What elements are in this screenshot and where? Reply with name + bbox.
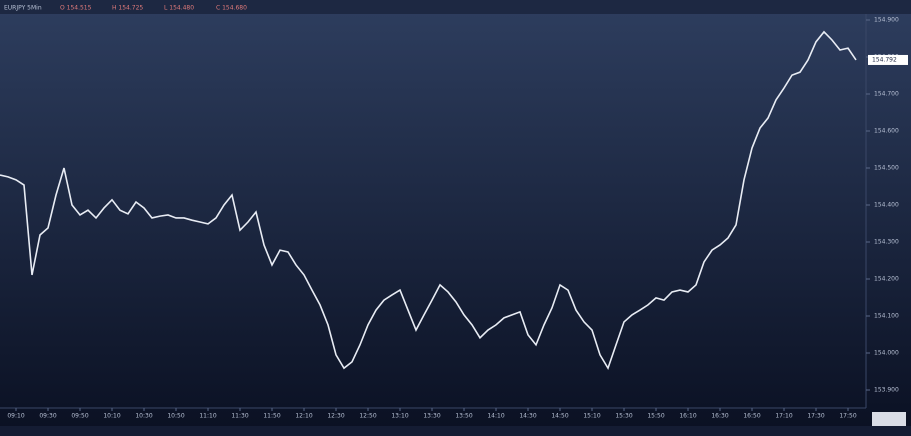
x-tick-label: 09:50 xyxy=(71,413,88,420)
x-tick-label: 14:30 xyxy=(519,413,536,420)
x-tick-label: 12:10 xyxy=(295,413,312,420)
chart-title: EURJPY 5Min xyxy=(4,5,42,12)
x-tick-label: 09:10 xyxy=(7,413,24,420)
x-tick-label: 11:10 xyxy=(199,413,216,420)
x-tick-label: 14:10 xyxy=(487,413,504,420)
x-tick-label: 10:10 xyxy=(103,413,120,420)
x-tick-label: 12:50 xyxy=(359,413,376,420)
price-line xyxy=(0,30,857,371)
x-tick-label: 15:50 xyxy=(647,413,664,420)
x-tick-label: 16:50 xyxy=(743,413,760,420)
y-tick-label: 153.900 xyxy=(874,387,899,394)
footer-bar xyxy=(0,426,911,436)
x-tick-label: 17:30 xyxy=(807,413,824,420)
header-bar xyxy=(0,0,911,14)
x-tick-label: 16:30 xyxy=(711,413,728,420)
y-tick-label: 154.700 xyxy=(874,91,899,98)
x-tick-label: 10:30 xyxy=(135,413,152,420)
x-tick-label: 12:30 xyxy=(327,413,344,420)
x-tick-label: 15:10 xyxy=(583,413,600,420)
x-tick-label: 10:50 xyxy=(167,413,184,420)
y-tick-label: 154.400 xyxy=(874,202,899,209)
y-tick-label: 154.100 xyxy=(874,313,899,320)
y-tick-label: 154.000 xyxy=(874,350,899,357)
x-tick-label: 17:50 xyxy=(839,413,856,420)
header-field: L 154.480 xyxy=(164,5,194,12)
x-tick-label: 09:30 xyxy=(39,413,56,420)
header-field: C 154.680 xyxy=(216,5,247,12)
x-tick-label: 13:30 xyxy=(423,413,440,420)
x-tick-label: 16:10 xyxy=(679,413,696,420)
period-button[interactable] xyxy=(872,412,906,426)
x-tick-label: 11:50 xyxy=(263,413,280,420)
y-tick-label: 154.600 xyxy=(874,128,899,135)
header-field: H 154.725 xyxy=(112,5,143,12)
y-tick-label: 154.200 xyxy=(874,276,899,283)
x-tick-label: 11:30 xyxy=(231,413,248,420)
header-field: O 154.515 xyxy=(60,5,92,12)
last-price-label: 154.792 xyxy=(872,56,897,63)
x-tick-label: 17:10 xyxy=(775,413,792,420)
y-tick-label: 154.300 xyxy=(874,239,899,246)
x-tick-label: 15:30 xyxy=(615,413,632,420)
last-price-box xyxy=(868,54,908,65)
x-tick-label: 14:50 xyxy=(551,413,568,420)
x-tick-label: 13:50 xyxy=(455,413,472,420)
y-tick-label: 154.900 xyxy=(874,17,899,24)
x-tick-label: 13:10 xyxy=(391,413,408,420)
y-tick-label: 154.500 xyxy=(874,165,899,172)
